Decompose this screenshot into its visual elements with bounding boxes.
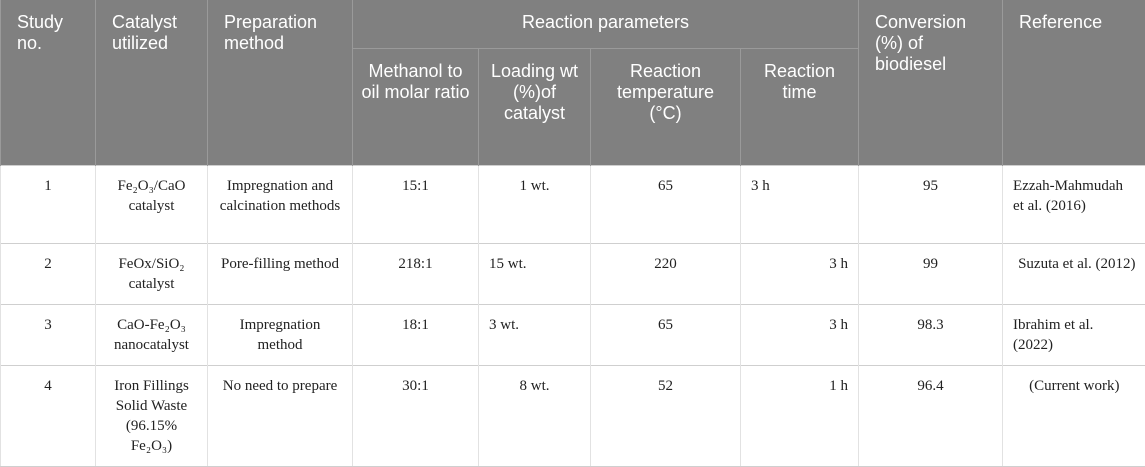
cell: 3 h <box>739 164 859 243</box>
cell: 8 wt. <box>478 364 591 467</box>
header-cell: Conversion (%) of biodiesel <box>858 0 1003 165</box>
cell: CaO-Fe₂O₃ nanocatalyst <box>95 303 208 365</box>
header-cell: Study no. <box>0 0 96 165</box>
cell: 15:1 <box>352 164 479 243</box>
cell: 65 <box>590 164 741 243</box>
cell: Ezzah-Mahmudah et al. (2016) <box>1002 164 1145 243</box>
cell: 1 <box>0 164 96 243</box>
header-subcell: Loading wt (%)of catalyst <box>478 47 591 165</box>
cell: 1 h <box>739 364 859 467</box>
header-cell: Catalyst utilized <box>95 0 208 165</box>
cell: 96.4 <box>858 364 1003 467</box>
header-subcell: Methanol to oil molar ratio <box>352 47 479 165</box>
cell: 30:1 <box>352 364 479 467</box>
header-subcell: Reaction time <box>739 47 859 165</box>
cell: 3 h <box>739 242 859 304</box>
cell: 65 <box>590 303 741 365</box>
cell: Pore-filling method <box>207 242 353 304</box>
cell: 2 <box>0 242 96 304</box>
cell: 15 wt. <box>478 242 591 304</box>
cell: (Current work) <box>1002 364 1145 467</box>
cell: 220 <box>590 242 741 304</box>
cell: 3 wt. <box>478 303 591 365</box>
cell: 95 <box>858 164 1003 243</box>
cell: Impregnation and calcination methods <box>207 164 353 243</box>
cell: 99 <box>858 242 1003 304</box>
cell: 3 h <box>739 303 859 365</box>
header-group: Reaction parameters <box>351 0 859 48</box>
cell: 52 <box>590 364 741 467</box>
cell: 1 wt. <box>478 164 591 243</box>
cell: 3 <box>0 303 96 365</box>
cell: Suzuta et al. (2012) <box>1002 242 1145 304</box>
header-cell: Reference <box>1002 0 1145 165</box>
header-cell: Preparation method <box>207 0 353 165</box>
cell: 18:1 <box>352 303 479 365</box>
header-subcell: Reaction temperature (°C) <box>590 47 741 165</box>
cell: 218:1 <box>352 242 479 304</box>
cell: Ibrahim et al. (2022) <box>1002 303 1145 365</box>
cell: No need to prepare <box>207 364 353 467</box>
cell: FeOx/SiO₂ catalyst <box>95 242 208 304</box>
cell: Iron Fillings Solid Waste (96.15% Fe₂O₃) <box>95 364 208 467</box>
cell: Fe₂O₃/CaO catalyst <box>95 164 208 243</box>
cell: 98.3 <box>858 303 1003 365</box>
cell: Impregnation method <box>207 303 353 365</box>
cell: 4 <box>0 364 96 467</box>
